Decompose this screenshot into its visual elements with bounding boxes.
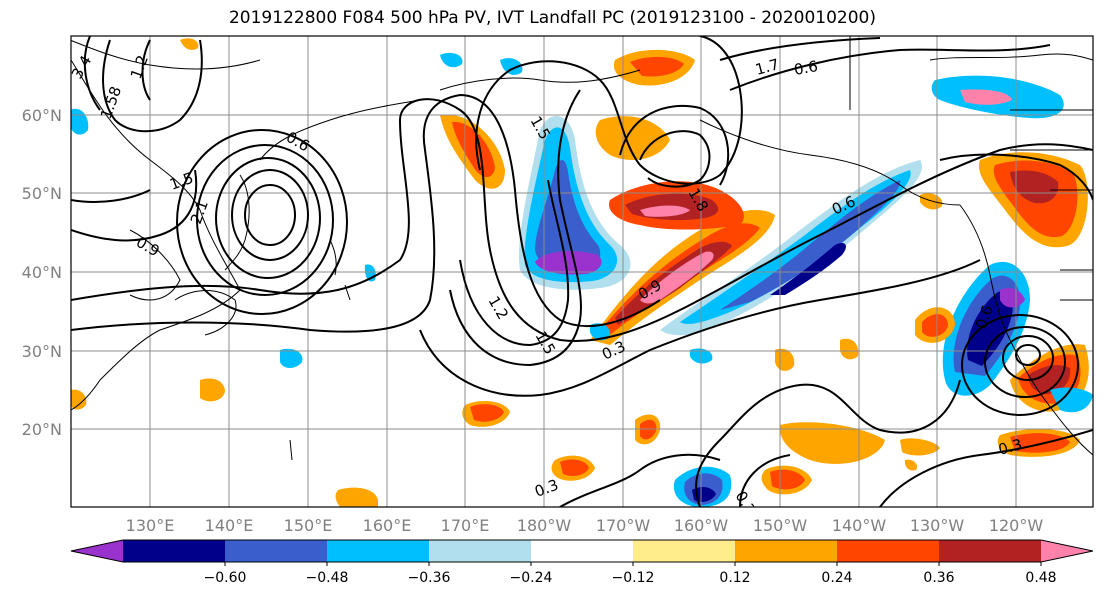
colorbar-segment: [123, 540, 226, 562]
colorbar-outline: [70, 539, 1094, 563]
map-frame: [70, 35, 1094, 508]
colorbar-segment: [429, 540, 532, 562]
lat-label: 20°N: [22, 420, 62, 439]
colorbar-tick-label: 0.24: [821, 570, 852, 586]
lat-label: 50°N: [22, 184, 62, 203]
longitude-labels: 130°E 140°E 150°E 160°E 170°E 180°W 170°…: [126, 516, 1044, 535]
colorbar-tick-label: −0.36: [408, 570, 451, 586]
colorbar-tick-label: −0.60: [204, 570, 247, 586]
lon-label: 120°W: [989, 516, 1044, 535]
colorbar-segment: [327, 540, 430, 562]
colorbar-tick-label: 0.48: [1025, 570, 1056, 586]
colorbar-segment: [225, 540, 328, 562]
colorbar-extend-low: [71, 540, 123, 562]
latitude-labels: 60°N 50°N 40°N 30°N 20°N: [22, 106, 62, 439]
contour-label: 0.6: [793, 57, 820, 79]
colorbar-segment: [837, 540, 940, 562]
lon-label: 160°W: [674, 516, 729, 535]
lon-label: 160°E: [363, 516, 412, 535]
lat-label: 40°N: [22, 263, 62, 282]
lon-label: 150°E: [284, 516, 333, 535]
lon-label: 150°W: [753, 516, 808, 535]
colorbar-tick-label: 0.12: [719, 570, 750, 586]
colorbar: −0.60 −0.48 −0.36 −0.24 −0.12 0.12 0.24 0.36 0.4…: [70, 539, 1094, 586]
map-title: 2019122800 F084 500 hPa PV, IVT Landfall…: [228, 8, 876, 28]
lon-label: 140°E: [205, 516, 254, 535]
shaded-anomalies: [71, 38, 1093, 507]
coastlines: [71, 36, 1093, 461]
lon-label: 170°E: [441, 516, 490, 535]
colorbar-segment: [735, 540, 838, 562]
lon-label: 130°W: [910, 516, 965, 535]
colorbar-segment: [531, 540, 634, 562]
colorbar-segment: [633, 540, 736, 562]
colorbar-tick-label: −0.48: [306, 570, 349, 586]
contour-label: 1.7: [753, 55, 781, 79]
colorbar-tick-label: −0.24: [510, 570, 553, 586]
lon-label: 130°E: [126, 516, 175, 535]
colorbar-extend-high: [1041, 540, 1093, 562]
colorbar-segment: [939, 540, 1042, 562]
lat-label: 30°N: [22, 342, 62, 361]
graticule: [71, 36, 1093, 507]
colorbar-tick-label: 0.36: [923, 570, 954, 586]
contour-label: 0.3: [996, 435, 1024, 459]
colorbar-tick-label: −0.12: [612, 570, 655, 586]
pv-contours: [71, 36, 1093, 507]
lon-label: 170°W: [596, 516, 651, 535]
lat-label: 60°N: [22, 106, 62, 125]
lon-label: 140°W: [832, 516, 887, 535]
lon-label: 180°W: [517, 516, 572, 535]
